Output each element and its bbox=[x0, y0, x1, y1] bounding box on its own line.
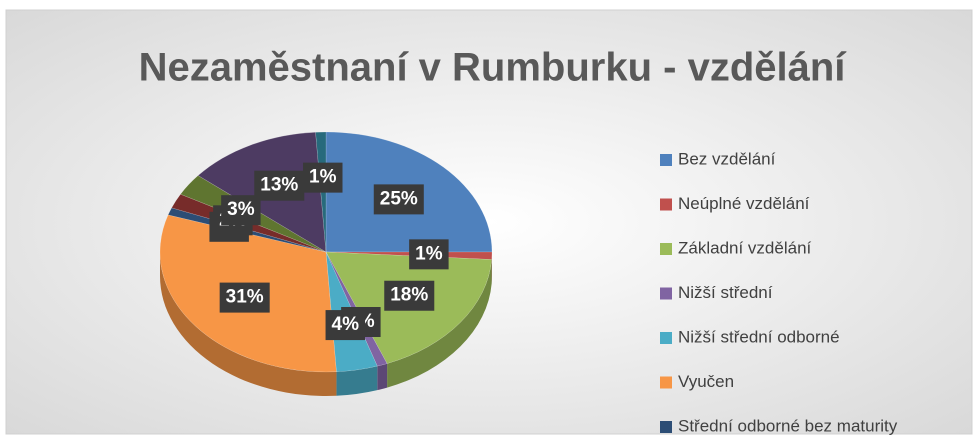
legend-label: Bez vzdělání bbox=[678, 149, 776, 168]
data-label: 31% bbox=[226, 287, 264, 308]
data-label-box bbox=[219, 282, 270, 313]
pie-side bbox=[160, 252, 337, 396]
data-label: 3% bbox=[227, 199, 255, 220]
pie-side bbox=[387, 259, 492, 388]
legend-label: Nižší střední bbox=[678, 283, 773, 302]
legend-swatch bbox=[660, 243, 672, 255]
legend-swatch bbox=[660, 421, 672, 433]
data-label-box bbox=[373, 184, 424, 215]
data-label-box bbox=[303, 162, 343, 193]
legend-swatch bbox=[660, 376, 672, 389]
pie-slice bbox=[325, 251, 493, 260]
legend-swatch bbox=[660, 154, 672, 166]
data-label-box bbox=[325, 310, 366, 341]
legend-swatch bbox=[660, 332, 672, 344]
legend-swatch bbox=[660, 198, 672, 211]
legend-label: Neúplné vzdělání bbox=[678, 194, 810, 213]
legend-label: Základní vzdělání bbox=[678, 238, 812, 257]
data-label-box bbox=[409, 239, 449, 270]
data-label: 4% bbox=[332, 314, 360, 335]
data-label-box bbox=[254, 170, 305, 201]
chart-title: Nezaměstnaní v Rumburku - vzdělání bbox=[139, 46, 848, 90]
data-label: 25% bbox=[380, 188, 418, 209]
data-label: 13% bbox=[260, 175, 298, 196]
legend-label: Vyučen bbox=[678, 372, 734, 391]
data-label: 18% bbox=[390, 285, 428, 306]
legend-label: Střední odborné bez maturity bbox=[678, 416, 898, 435]
data-label: 1% bbox=[309, 167, 337, 188]
pie-side bbox=[377, 363, 388, 391]
data-label-box bbox=[221, 195, 261, 226]
data-label-box bbox=[384, 280, 435, 311]
legend-swatch bbox=[660, 287, 672, 300]
pie-side bbox=[336, 366, 378, 396]
legend-label: Nižší střední odborné bbox=[678, 327, 840, 346]
data-label: 1% bbox=[415, 243, 443, 264]
